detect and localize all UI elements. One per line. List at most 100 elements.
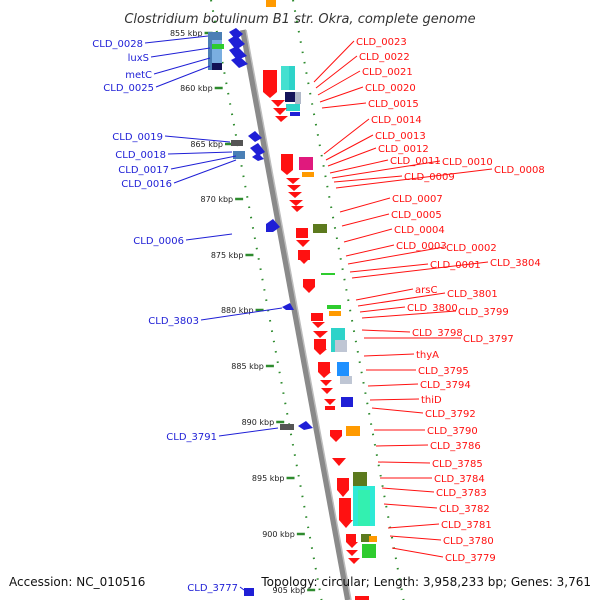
forward-gene-arrow: [266, 219, 280, 232]
label-connector: [313, 40, 355, 83]
inner-left-track: [210, 0, 323, 600]
gene-block: [280, 424, 294, 430]
gene-label: CLD_3804: [490, 258, 541, 269]
gene-block: [295, 92, 301, 104]
reverse-gene-arrow: [273, 108, 287, 115]
feature-blocks: [208, 0, 377, 600]
gene-label: arsC: [415, 285, 437, 296]
gene-block: [337, 478, 349, 490]
gene-label: CLD_3777: [187, 583, 238, 594]
label-connector: [371, 407, 424, 414]
gene-label: CLD_3794: [420, 380, 471, 391]
reverse-gene-arrow: [289, 200, 303, 206]
gene-block: [244, 588, 254, 596]
forward-gene-arrow: [282, 303, 294, 310]
label-connector: [375, 444, 429, 447]
reverse-gene-arrow: [321, 388, 333, 394]
gene-label: luxS: [128, 53, 149, 64]
gene-label: thyA: [416, 350, 439, 361]
label-connector: [173, 159, 237, 184]
gene-block: [321, 273, 335, 275]
gene-block: [281, 66, 289, 90]
gene-label: CLD_3798: [412, 328, 463, 339]
label-connector: [367, 383, 419, 387]
gene-label: CLD_0020: [365, 83, 416, 94]
gene-label: CLD_0001: [430, 260, 481, 271]
label-connector: [331, 160, 441, 179]
gene-block: [298, 250, 310, 260]
map-title: Clostridium botulinum B1 str. Okra, comp…: [124, 12, 475, 27]
label-connector: [218, 427, 279, 437]
gene-block: [361, 534, 371, 542]
left-gene-labels: CLD_0028 luxS metC CLD_0025 CLD_0019 CLD_0018…: [92, 39, 238, 594]
tick-label: 870 kbp: [201, 195, 234, 204]
label-connector: [349, 263, 429, 273]
genome-backbone: [240, 29, 352, 600]
gene-label: CLD_0009: [404, 172, 455, 183]
reverse-gene-arrow: [346, 550, 358, 556]
gene-block: [339, 498, 351, 520]
label-connector: [164, 135, 231, 143]
reverse-gene-arrow: [263, 92, 277, 98]
gene-label: CLD_0008: [494, 165, 545, 176]
reverse-gene-arrow: [271, 100, 285, 107]
label-connector: [387, 523, 440, 529]
gene-block: [285, 92, 295, 102]
gene-block: [281, 154, 293, 170]
gene-label: CLD_0002: [446, 243, 497, 254]
label-connector: [369, 398, 420, 401]
gene-label: CLD_3784: [434, 474, 485, 485]
gene-label: CLD_3786: [430, 441, 481, 452]
reverse-gene-arrow: [339, 520, 353, 528]
label-connector: [335, 168, 493, 189]
gene-label: CLD_3795: [418, 366, 469, 377]
label-connector: [200, 307, 283, 321]
reverse-gene-arrow: [288, 192, 302, 198]
label-connector: [341, 213, 390, 227]
gene-block: [290, 112, 300, 116]
forward-gene-arrow: [231, 56, 248, 68]
gene-block: [266, 0, 276, 7]
forward-gene-arrow: [229, 46, 247, 60]
label-connector: [167, 151, 233, 155]
tick-tracks: [210, 0, 405, 600]
tick-label: 895 kbp: [252, 474, 285, 483]
gene-label: CLD_3780: [443, 536, 494, 547]
gene-block: [314, 339, 326, 349]
tick-label: 865 kbp: [190, 140, 223, 149]
label-connector: [347, 246, 445, 265]
gene-label: CLD_0005: [391, 210, 442, 221]
label-connectors: [144, 35, 493, 591]
gene-block: [212, 63, 222, 70]
gene-label: CLD_0003: [396, 241, 447, 252]
gene-block: [362, 544, 376, 558]
gene-label: CLD_0013: [375, 131, 426, 142]
reverse-gene-arrow: [324, 399, 336, 405]
gene-label: CLD_0014: [371, 115, 422, 126]
gene-block: [355, 596, 369, 600]
reverse-gene-arrow: [296, 240, 310, 247]
gene-block: [299, 157, 313, 170]
label-connector: [153, 57, 211, 75]
gene-label: CLD_0028: [92, 39, 143, 50]
gene-label: CLD_3800: [407, 303, 458, 314]
label-connector: [361, 329, 411, 333]
gene-block: [358, 490, 370, 526]
gene-label: CLD_0016: [121, 179, 172, 190]
reverse-gene-arrow: [275, 116, 288, 122]
reverse-gene-arrow: [313, 331, 328, 338]
label-connector: [319, 86, 364, 103]
label-connector: [351, 261, 489, 279]
gene-block: [340, 376, 352, 384]
gene-label: CLD_0025: [103, 83, 154, 94]
gene-label: CLD_3782: [439, 504, 490, 515]
gene-label: CLD_3801: [447, 289, 498, 300]
forward-gene-arrow: [252, 153, 264, 161]
gene-label: CLD_3791: [166, 432, 217, 443]
label-connector: [381, 487, 435, 493]
gene-block: [341, 397, 353, 407]
gene-label: CLD_0012: [378, 144, 429, 155]
gene-block: [337, 362, 349, 376]
label-connector: [329, 159, 389, 174]
gene-label: CLD_0021: [362, 67, 413, 78]
